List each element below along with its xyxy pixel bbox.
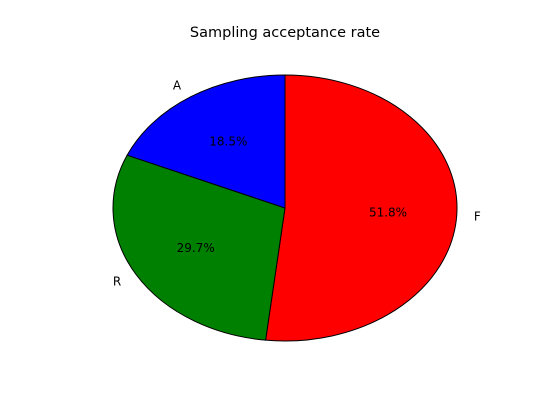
pie-slice-a xyxy=(126,74,286,209)
pie-slice-r xyxy=(112,154,286,341)
slice-percent-r: 29.7% xyxy=(177,241,215,255)
pie-labels: F 51.8% R 29.7% A 18.5% xyxy=(113,79,481,289)
chart-title: Sampling acceptance rate xyxy=(190,25,380,41)
slice-label-f: F xyxy=(474,209,481,223)
slice-label-a: A xyxy=(173,79,182,93)
slice-label-r: R xyxy=(113,274,121,288)
pie-slice-f xyxy=(265,74,458,342)
slice-percent-a: 18.5% xyxy=(209,134,247,148)
pie-slices xyxy=(112,74,458,342)
slice-percent-f: 51.8% xyxy=(369,206,407,220)
